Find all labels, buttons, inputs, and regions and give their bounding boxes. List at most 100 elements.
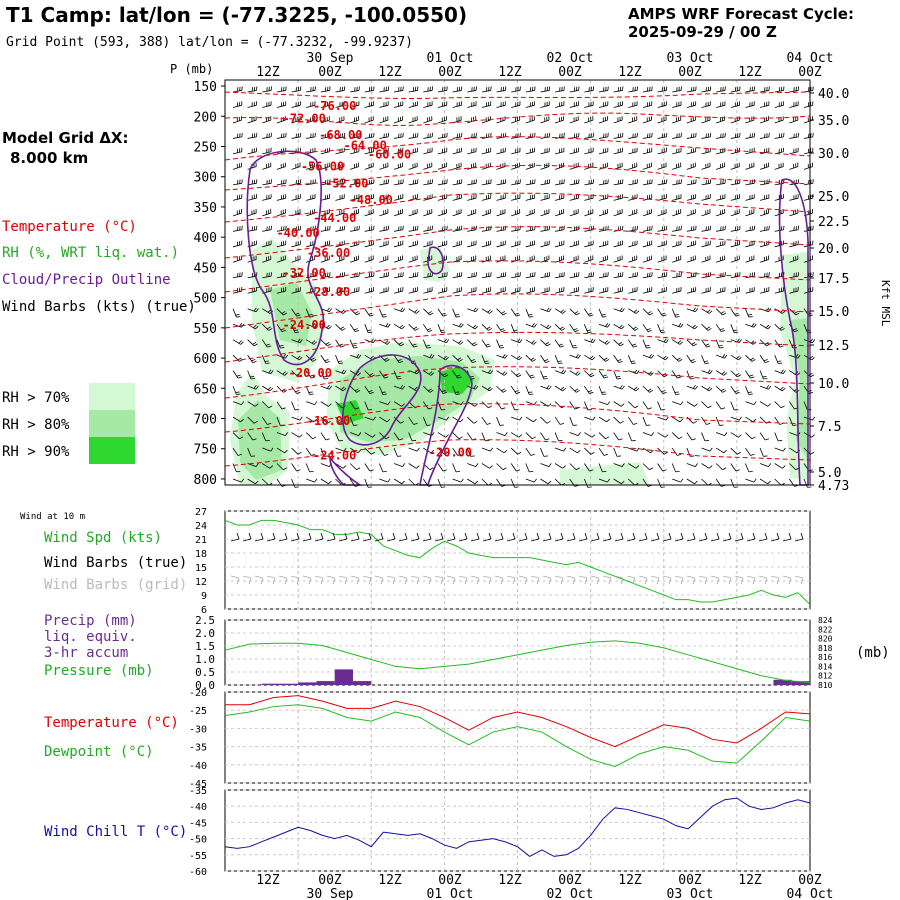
wind-barb-staff xyxy=(569,119,579,124)
wind-barb-staff xyxy=(291,244,301,248)
wind-barb-staff xyxy=(232,197,242,201)
wind-barb xyxy=(672,179,682,186)
grid-wind-barb xyxy=(584,577,588,585)
wind-barb xyxy=(481,339,491,348)
surface-wind-barb xyxy=(362,538,372,542)
surface-wind-barb xyxy=(482,538,492,542)
temperature-contour xyxy=(224,439,811,467)
wind-barb-staff xyxy=(379,401,389,406)
wind-barb-feather xyxy=(298,434,303,438)
wind-barb xyxy=(452,162,462,170)
wind-barb-staff xyxy=(598,416,607,423)
wind-barb xyxy=(613,272,624,279)
wind-barb-feather xyxy=(734,390,739,393)
wind-barb xyxy=(686,416,697,424)
wind-barb-staff xyxy=(276,290,286,294)
legend-rh90-label: RH > 90% xyxy=(2,444,70,460)
surface-wind-barb xyxy=(584,532,588,540)
wind-barb xyxy=(730,287,741,294)
wind-barb xyxy=(466,432,477,441)
wind-barb-staff xyxy=(613,90,623,93)
legend-temperature-line: Temperature (°C) xyxy=(44,715,179,731)
wind-barb-staff xyxy=(716,229,726,232)
wind-barb-staff xyxy=(686,182,696,186)
wind-barb-staff xyxy=(540,463,550,467)
surface-wind-barb xyxy=(794,538,804,542)
wind-barb-staff xyxy=(467,104,477,108)
wind-barb-staff xyxy=(262,463,271,469)
wind-barb xyxy=(525,478,537,483)
wind-barb xyxy=(262,401,273,409)
wind-barb-feather xyxy=(621,325,625,330)
wind-barb-staff xyxy=(379,290,389,294)
wind-barb xyxy=(364,478,373,488)
wind-barb-feather xyxy=(255,308,259,313)
wind-barb xyxy=(364,240,375,248)
wind-barb-feather xyxy=(678,436,683,440)
grid-wind-barb xyxy=(242,575,252,579)
wind-barb xyxy=(452,287,462,294)
wind-barb-staff xyxy=(305,339,315,345)
wind-barb xyxy=(584,132,595,139)
temperature-contour-label: -28.00 xyxy=(307,285,350,299)
wind-barb-feather xyxy=(708,387,713,392)
wind-barb-feather xyxy=(590,338,594,343)
height-tick-label: 20.0 xyxy=(818,242,849,257)
wind-barb xyxy=(642,255,652,263)
wind-barb-feather xyxy=(472,360,477,364)
wind-barb-staff xyxy=(452,478,462,483)
grid-wind-barb xyxy=(602,575,612,579)
wind-barb-staff xyxy=(306,104,316,108)
wind-barb-staff xyxy=(730,182,740,186)
wind-barb-staff xyxy=(774,197,784,201)
wind-barb xyxy=(291,370,302,378)
wind-barb xyxy=(350,240,360,248)
wind-barb-staff xyxy=(730,354,739,361)
wind-barb xyxy=(349,463,361,471)
wind-barb xyxy=(393,101,404,108)
wind-barb-feather xyxy=(372,339,376,343)
wind-barb-staff xyxy=(364,104,374,108)
wind-barb-staff xyxy=(364,229,374,232)
wind-barb xyxy=(305,308,314,318)
wind-barb-feather xyxy=(342,387,347,392)
wind-barb-staff xyxy=(320,432,327,441)
wind-barb-staff xyxy=(349,354,359,359)
wind-barb-feather xyxy=(649,389,654,393)
wind-barb xyxy=(452,370,462,379)
wind-barb-staff xyxy=(423,104,433,108)
wind-barb xyxy=(598,86,609,93)
wind-barb xyxy=(569,308,580,316)
wind-barb-staff xyxy=(628,385,637,392)
legend-rh70-label: RH > 70% xyxy=(2,390,70,406)
wind-barb xyxy=(364,209,374,217)
wind-barb xyxy=(452,255,462,263)
grid-wind-barb xyxy=(758,575,768,579)
wind-barb-staff xyxy=(335,244,345,248)
wind-barb xyxy=(554,339,565,348)
wind-barb-staff xyxy=(306,401,315,406)
bottom-date-label: 30 Sep xyxy=(307,887,354,900)
wind-barb-staff xyxy=(349,370,358,376)
wind-barb xyxy=(262,209,272,217)
wind-barb-staff xyxy=(701,463,710,469)
wind-barb-staff xyxy=(701,212,711,217)
wind-barb-staff xyxy=(525,182,535,186)
wind-barb xyxy=(247,209,257,217)
wind-barb-staff xyxy=(613,151,623,155)
wind-barb-staff xyxy=(349,432,359,437)
wind-barb-feather xyxy=(576,467,580,471)
wind-barb-staff xyxy=(774,355,779,364)
wind-barb-staff xyxy=(803,478,808,488)
wind-barb-staff xyxy=(437,463,444,472)
wind-barb-staff xyxy=(730,401,735,411)
wind-barb xyxy=(496,147,506,155)
wind-barb-staff xyxy=(613,119,623,124)
height-tick-label: 15.0 xyxy=(818,305,849,320)
wind-barb-staff xyxy=(657,385,663,394)
wind-barb-staff xyxy=(642,323,649,332)
wind-barb-staff xyxy=(437,354,446,361)
surface-wind-barb xyxy=(566,538,576,542)
wind-barb xyxy=(393,447,402,457)
wind-barb-staff xyxy=(569,308,577,316)
